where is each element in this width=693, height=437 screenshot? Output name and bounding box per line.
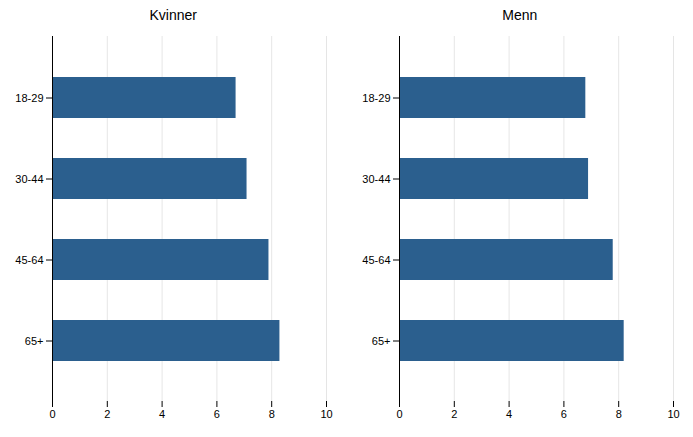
svg-text:0: 0: [396, 408, 402, 420]
svg-text:45-64: 45-64: [15, 254, 43, 266]
svg-text:10: 10: [320, 408, 332, 420]
svg-text:8: 8: [615, 408, 621, 420]
svg-text:4: 4: [159, 408, 165, 420]
html-text:Menn: Menn: [502, 7, 538, 23]
svg-text:30-44: 30-44: [15, 173, 43, 185]
svg-text:0: 0: [49, 408, 55, 420]
svg-text:10: 10: [667, 408, 679, 420]
svg-text:6: 6: [214, 408, 220, 420]
svg-text:65+: 65+: [371, 335, 390, 347]
svg-text:6: 6: [560, 408, 566, 420]
svg-text:18-29: 18-29: [362, 92, 390, 104]
svg-text:65+: 65+: [25, 335, 44, 347]
svg-text:30-44: 30-44: [362, 173, 390, 185]
svg-text:45-64: 45-64: [362, 254, 390, 266]
html-text:Kvinner: Kvinner: [149, 7, 197, 23]
svg-text:8: 8: [269, 408, 275, 420]
svg-text:2: 2: [451, 408, 457, 420]
svg-text:18-29: 18-29: [15, 92, 43, 104]
svg-text:2: 2: [104, 408, 110, 420]
svg-text:4: 4: [506, 408, 512, 420]
